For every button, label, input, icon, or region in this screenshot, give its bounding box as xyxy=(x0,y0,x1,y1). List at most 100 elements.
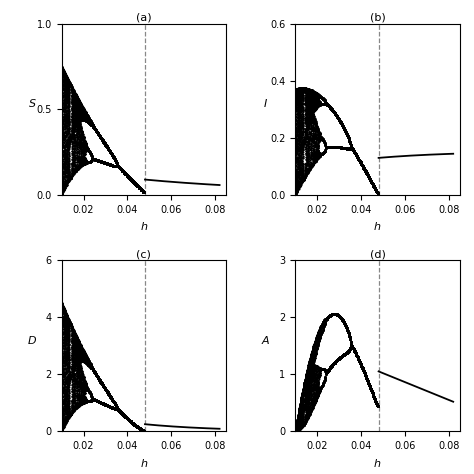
Point xyxy=(374,189,381,197)
Point xyxy=(138,426,146,434)
Point xyxy=(324,143,332,151)
Point xyxy=(348,342,356,350)
Point xyxy=(116,408,124,415)
Point xyxy=(302,417,310,424)
Point xyxy=(124,173,132,180)
Point xyxy=(370,393,378,401)
Point xyxy=(123,414,130,421)
Point xyxy=(297,398,305,406)
Point xyxy=(301,93,309,101)
Point xyxy=(292,428,299,435)
Point xyxy=(297,151,304,159)
Point xyxy=(339,144,346,152)
Point xyxy=(309,131,317,138)
Point xyxy=(344,145,352,153)
Point xyxy=(119,168,127,175)
Point xyxy=(356,158,364,165)
Point xyxy=(115,163,123,171)
Point xyxy=(306,164,314,172)
Point xyxy=(313,371,320,378)
Point xyxy=(128,418,135,426)
Point xyxy=(128,177,136,184)
Point xyxy=(346,346,354,353)
Point xyxy=(67,173,75,181)
Point xyxy=(348,145,356,153)
Point xyxy=(78,356,86,364)
Point xyxy=(333,143,341,151)
Point xyxy=(296,402,303,410)
Point xyxy=(110,405,118,412)
Point xyxy=(364,377,372,384)
Point xyxy=(128,419,135,426)
Point xyxy=(119,168,127,175)
Point xyxy=(78,157,85,165)
Point xyxy=(76,340,83,347)
Point xyxy=(327,311,335,319)
Point xyxy=(61,181,69,189)
Point xyxy=(312,97,319,105)
Point xyxy=(333,356,340,364)
Point xyxy=(80,357,87,365)
Point xyxy=(116,164,124,172)
Point xyxy=(89,395,96,402)
Point xyxy=(310,361,318,369)
Point xyxy=(352,349,359,357)
Point xyxy=(97,399,104,406)
Point xyxy=(78,146,86,153)
Point xyxy=(364,172,372,180)
Point xyxy=(347,341,355,349)
Point xyxy=(89,155,96,163)
Point xyxy=(114,405,121,412)
Point xyxy=(295,89,302,96)
Point xyxy=(104,160,112,168)
Point xyxy=(348,144,356,151)
Point xyxy=(324,313,332,321)
Point xyxy=(111,156,119,164)
Point xyxy=(105,390,112,397)
Point xyxy=(328,143,335,151)
Point xyxy=(68,343,75,351)
Point xyxy=(140,427,148,435)
Point xyxy=(317,151,325,158)
Point xyxy=(101,141,109,148)
Point xyxy=(136,184,143,191)
Point xyxy=(304,85,311,92)
Point xyxy=(60,79,68,86)
Point xyxy=(304,382,312,389)
Point xyxy=(118,167,126,174)
Point xyxy=(126,174,133,182)
Point xyxy=(317,93,324,100)
Point xyxy=(367,178,375,185)
Point xyxy=(138,426,146,434)
Point xyxy=(319,135,326,142)
Point xyxy=(102,387,110,394)
Point xyxy=(331,358,339,365)
Point xyxy=(364,378,372,385)
Point xyxy=(87,364,95,372)
Point xyxy=(94,130,102,137)
Point xyxy=(361,167,369,174)
Point xyxy=(341,350,349,358)
Point xyxy=(340,144,348,152)
Point xyxy=(116,407,123,415)
Point xyxy=(100,400,108,408)
Point xyxy=(136,425,144,432)
Point xyxy=(85,146,92,154)
Point xyxy=(98,379,105,387)
Point xyxy=(135,424,142,431)
Point xyxy=(355,155,362,163)
Point xyxy=(133,423,141,430)
Point xyxy=(328,105,335,112)
Point xyxy=(328,143,336,151)
Point xyxy=(104,160,111,168)
Point xyxy=(140,188,148,196)
Point xyxy=(314,386,322,393)
Point xyxy=(76,357,84,365)
Point xyxy=(95,131,103,139)
Point xyxy=(358,161,365,168)
Point xyxy=(296,141,304,149)
Point xyxy=(331,110,339,118)
Point xyxy=(309,352,316,359)
Point xyxy=(326,143,334,151)
Point xyxy=(350,147,358,155)
